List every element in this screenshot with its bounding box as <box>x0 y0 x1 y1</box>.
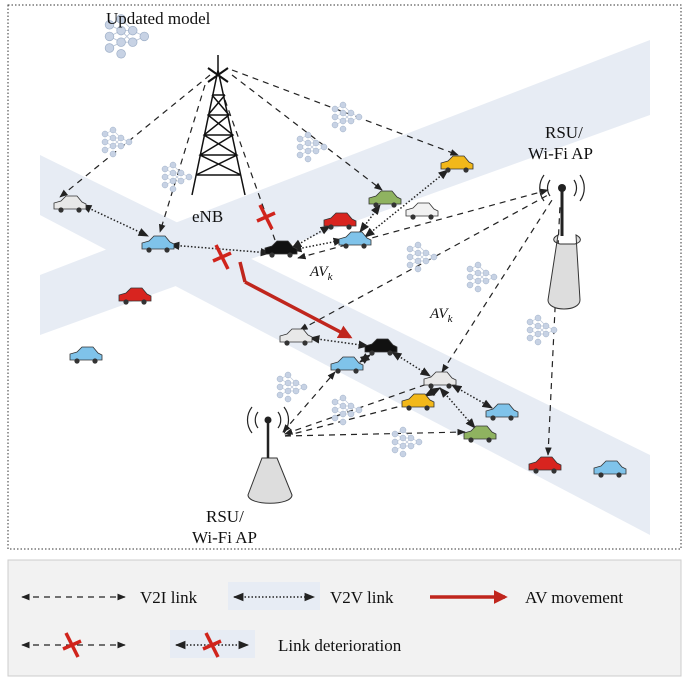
legend-label: V2V link <box>330 588 394 607</box>
av-label: AVk <box>429 306 454 325</box>
rsu-right <box>539 174 585 310</box>
model-label: Updated model <box>106 9 211 28</box>
diagram-frame <box>7 4 682 550</box>
legend-label: Link deterioration <box>278 636 402 655</box>
rsu-left-label: RSU/Wi-Fi AP <box>192 507 257 547</box>
legend-label: AV movement <box>525 588 623 607</box>
legend: V2I link V2V link AV movement Link deter… <box>7 559 682 677</box>
rsu-left <box>246 406 293 504</box>
enb-label: eNB <box>192 207 223 226</box>
legend-label: V2I link <box>140 588 198 607</box>
enb-tower <box>191 55 246 196</box>
av-label: AVk <box>309 264 334 283</box>
rsu-right-label: RSU/Wi-Fi AP <box>528 123 593 163</box>
